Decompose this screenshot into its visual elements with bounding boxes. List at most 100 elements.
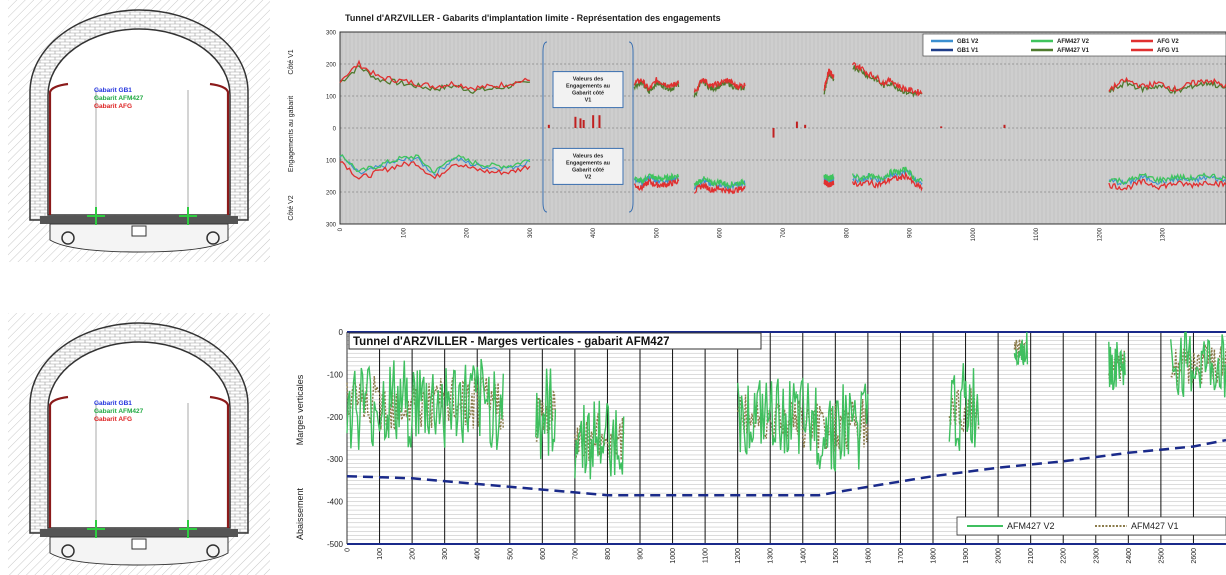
x-tick-label: 1200: [1097, 227, 1103, 241]
y-tick-label: 300: [326, 223, 337, 229]
legend-label: GB1 V1: [957, 48, 979, 54]
annotation-text: V1: [585, 98, 592, 104]
x-tick-label: 200: [410, 548, 417, 560]
y-tick-label: 300: [326, 31, 337, 37]
drain-pipe: [61, 231, 75, 245]
bracket: [628, 41, 634, 213]
x-tick-label: 300: [442, 548, 449, 560]
x-tick-label: 1700: [898, 548, 905, 564]
series-afm427-v1: [948, 381, 980, 433]
x-tick-label: 1300: [1161, 227, 1167, 241]
x-tick-label: 800: [844, 227, 850, 238]
bracket: [542, 41, 548, 213]
cable-duct: [131, 538, 147, 550]
series-line: [823, 173, 835, 182]
legend-label: AFG V1: [1157, 48, 1179, 54]
y-tick-label: 200: [326, 63, 337, 69]
annotation-text: Gabarit côté: [572, 167, 604, 173]
x-tick-label: 700: [572, 548, 579, 560]
annotation-text: Gabarit côté: [572, 91, 604, 97]
series-line: [633, 177, 680, 192]
series-line: [1108, 78, 1226, 95]
x-tick-label: 800: [605, 548, 612, 560]
series-line: [339, 154, 531, 176]
series-afm427-v2: [574, 400, 625, 480]
x-tick-label: 200: [465, 227, 471, 238]
tunnel-opening: [47, 28, 231, 216]
legend: GB1 V2 AFM427 V2 AFG V2 GB1 V1 AFM427 V1 AFG …: [922, 33, 1226, 57]
legend-label: Gabarit AFG: [94, 103, 132, 110]
profile-line: [346, 438, 1226, 497]
y-tick-label: -500: [327, 540, 344, 549]
drainage-box: [49, 536, 229, 566]
series-line: [852, 65, 923, 98]
y-tick-label: 0: [339, 328, 344, 337]
series-afm427-v2: [1108, 341, 1126, 391]
series-line: [851, 171, 923, 192]
vertical-margins-chart: Marges verticales Abaissement 0 -100 -200 -…: [295, 328, 1226, 564]
series-afm427-v2: [1013, 332, 1029, 367]
series-line: [339, 161, 531, 180]
y-axis-label-v1: Côté V1: [288, 49, 295, 74]
drain-pipe: [206, 544, 220, 558]
x-tick-label: 0: [345, 548, 352, 552]
x-tick-label: 1400: [800, 548, 807, 564]
cable-duct: [131, 225, 147, 237]
y-tick-label: 100: [326, 159, 337, 165]
x-tick-label: 600: [718, 227, 724, 238]
series-afm427-v1: [1013, 339, 1029, 358]
title-box: [348, 332, 762, 350]
series-afm427-v2: [1170, 331, 1226, 398]
drain-pipe: [206, 231, 220, 245]
drainage-box: [49, 223, 229, 253]
series-afm427-v1: [1108, 350, 1126, 382]
annotation-text: V2: [585, 174, 592, 180]
trackbed: [40, 216, 238, 224]
legend-label: AFM427 V2: [1057, 39, 1090, 45]
drain-pipe: [61, 544, 75, 558]
legend-label: AFM427 V2: [1007, 521, 1055, 531]
chart-title: Tunnel d'ARZVILLER - Marges verticales -…: [353, 336, 670, 348]
x-tick-label: 1100: [1034, 227, 1040, 241]
y-tick-label: 200: [326, 191, 337, 197]
x-tick-label: 2000: [996, 548, 1003, 564]
annotation-text: Valeurs des: [573, 77, 604, 83]
series-line: [633, 172, 680, 184]
x-tick-label: 1200: [735, 548, 742, 564]
legend-label: AFM427 V1: [1131, 521, 1179, 531]
legend-label: Gabarit AFM427: [94, 408, 144, 415]
series-line: [693, 77, 746, 93]
legend-label: AFG V2: [1157, 39, 1179, 45]
trackbed: [40, 529, 238, 537]
x-tick-label: 2100: [1028, 548, 1035, 564]
x-tick-label: 1000: [670, 548, 677, 564]
series-afm427-v1: [574, 413, 625, 461]
series-line: [693, 176, 746, 190]
series-afm427-v2: [795, 376, 869, 472]
series-line: [823, 68, 835, 91]
x-tick-label: 100: [377, 548, 384, 560]
x-tick-label: 1100: [703, 548, 710, 563]
x-tick-label: 1800: [931, 548, 938, 564]
x-tick-label: 300: [528, 227, 534, 238]
y-tick-label: 100: [326, 95, 337, 101]
x-tick-label: 2600: [1191, 548, 1198, 564]
legend-label: Gabarit GB1: [94, 400, 132, 407]
legend-label: GB1 V2: [957, 39, 979, 45]
series-line: [339, 59, 530, 92]
series-line: [339, 154, 531, 174]
series-line: [1108, 76, 1226, 92]
series-afm427-v2: [948, 363, 980, 451]
x-tick-label: 500: [654, 227, 660, 238]
y-axis-label-2: Abaissement: [295, 487, 305, 540]
x-tick-label: 0: [338, 227, 344, 231]
gabarit-outline: [48, 82, 230, 215]
y-tick-label: -300: [327, 455, 344, 464]
x-tick-label: 2500: [1158, 548, 1165, 564]
x-tick-label: 400: [591, 227, 597, 238]
y-tick-label: -100: [327, 370, 344, 379]
x-tick-label: 100: [401, 227, 407, 238]
y-axis-label: Engagements au gabarit: [288, 96, 295, 172]
y-axis-label: Marges verticales: [295, 374, 305, 445]
